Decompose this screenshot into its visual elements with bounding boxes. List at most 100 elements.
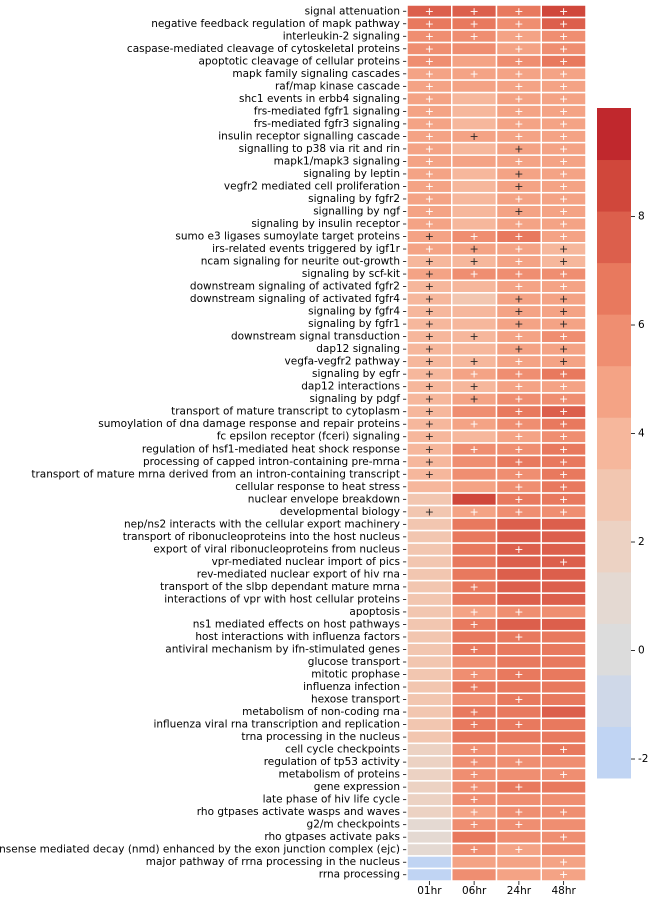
heatmap-cell: [495, 579, 542, 594]
cell-annotation: +: [514, 343, 523, 356]
cell-annotation: +: [514, 205, 523, 218]
column-label: 48hr: [551, 885, 576, 897]
cell-annotation: +: [514, 130, 523, 143]
heatmap-cell: [451, 54, 498, 69]
heatmap-cell: [451, 654, 498, 670]
row-label: major pathway of rrna processing in the …: [146, 856, 400, 868]
heatmap-cell: [451, 517, 498, 532]
cell-annotation: +: [470, 643, 479, 656]
colorbar-segment: [597, 365, 631, 418]
row-label: signaling by pdgf: [309, 393, 400, 405]
heatmap-cell: [451, 692, 498, 707]
cell-annotation: +: [425, 230, 434, 243]
heatmap-cell: [451, 542, 498, 557]
row-label: insulin receptor signalling cascade: [218, 130, 400, 142]
cell-annotation: +: [425, 192, 434, 205]
cell-annotation: +: [559, 268, 568, 281]
heatmap-cell: [451, 529, 498, 544]
heatmap-cell: [495, 680, 542, 695]
heatmap-cell: [540, 517, 587, 532]
heatmap-cell: [451, 454, 498, 469]
cell-annotation: +: [514, 142, 523, 155]
cell-annotation: +: [514, 493, 523, 506]
cell-annotation: +: [425, 443, 434, 456]
cell-annotation: +: [514, 693, 523, 706]
cell-annotation: +: [470, 505, 479, 518]
cell-annotation: +: [559, 130, 568, 143]
cell-annotation: +: [559, 192, 568, 205]
cell-annotation: +: [559, 405, 568, 418]
heatmap-cell: [540, 817, 587, 832]
cell-annotation: +: [470, 681, 479, 694]
cell-annotation: +: [559, 368, 568, 381]
cell-annotation: +: [425, 218, 434, 231]
cell-annotation: +: [425, 17, 434, 30]
colorbar-segment: [597, 571, 631, 624]
cell-annotation: +: [514, 105, 523, 118]
cell-annotation: +: [514, 543, 523, 556]
heatmap-cell: [406, 567, 453, 582]
heatmap-cell: [451, 204, 498, 219]
cell-annotation: +: [559, 305, 568, 318]
cell-annotation: +: [425, 330, 434, 343]
colorbar-tick-label: 4: [638, 428, 645, 440]
cell-annotation: +: [425, 468, 434, 481]
colorbar-segment: [597, 726, 631, 779]
heatmap-cell: [495, 855, 542, 870]
heatmap-cell: [451, 91, 498, 106]
heatmap-cell: [495, 742, 542, 757]
heatmap-cell: [406, 855, 453, 870]
cell-annotation: +: [559, 218, 568, 231]
cell-annotation: +: [559, 155, 568, 168]
cell-annotation: +: [470, 668, 479, 681]
colorbar-segment: [597, 108, 631, 161]
cell-annotation: +: [559, 468, 568, 481]
heatmap-cell: [451, 191, 498, 206]
cell-annotation: +: [470, 243, 479, 256]
colorbar-tick-label: 0: [638, 645, 645, 657]
cell-annotation: +: [470, 67, 479, 80]
cell-annotation: +: [559, 167, 568, 180]
heatmap-cell: [451, 166, 498, 181]
cell-annotation: +: [425, 355, 434, 368]
heatmap-cell: [451, 830, 498, 845]
cell-annotation: +: [559, 255, 568, 268]
cell-annotation: +: [470, 380, 479, 393]
row-label: metabolism of proteins: [279, 769, 400, 781]
cell-annotation: +: [559, 743, 568, 756]
row-label: downstream signaling of activated fgfr2: [190, 281, 400, 293]
heatmap-cell: [540, 730, 587, 745]
cell-annotation: +: [425, 255, 434, 268]
cell-annotation: +: [514, 405, 523, 418]
cell-annotation: +: [425, 430, 434, 443]
cell-annotation: +: [559, 55, 568, 68]
cell-annotation: +: [470, 756, 479, 769]
heatmap-cell: [540, 629, 587, 644]
row-label: rho gtpases activate wasps and waves: [197, 806, 400, 818]
cell-annotation: +: [514, 280, 523, 293]
cell-annotation: +: [425, 180, 434, 193]
cell-annotation: +: [425, 155, 434, 168]
cell-annotation: +: [470, 330, 479, 343]
heatmap-cell: [451, 730, 498, 745]
cell-annotation: +: [559, 555, 568, 568]
cell-annotation: +: [425, 105, 434, 118]
heatmap-cell: [540, 692, 587, 707]
heatmap-cell: [451, 479, 498, 494]
cell-annotation: +: [559, 230, 568, 243]
cell-annotation: +: [425, 343, 434, 356]
colorbar-segment: [597, 211, 631, 264]
row-label: hexose transport: [311, 694, 400, 706]
cell-annotation: +: [514, 505, 523, 518]
cell-annotation: +: [559, 142, 568, 155]
heatmap-cell: [451, 79, 498, 94]
row-label: irs-related events triggered by igf1r: [212, 243, 401, 255]
cell-annotation: +: [559, 393, 568, 406]
cell-annotation: +: [559, 768, 568, 781]
row-label: signaling by scf-kit: [302, 268, 400, 280]
cell-annotation: +: [470, 5, 479, 18]
row-label: host interactions with influenza factors: [195, 631, 400, 643]
cell-annotation: +: [514, 468, 523, 481]
